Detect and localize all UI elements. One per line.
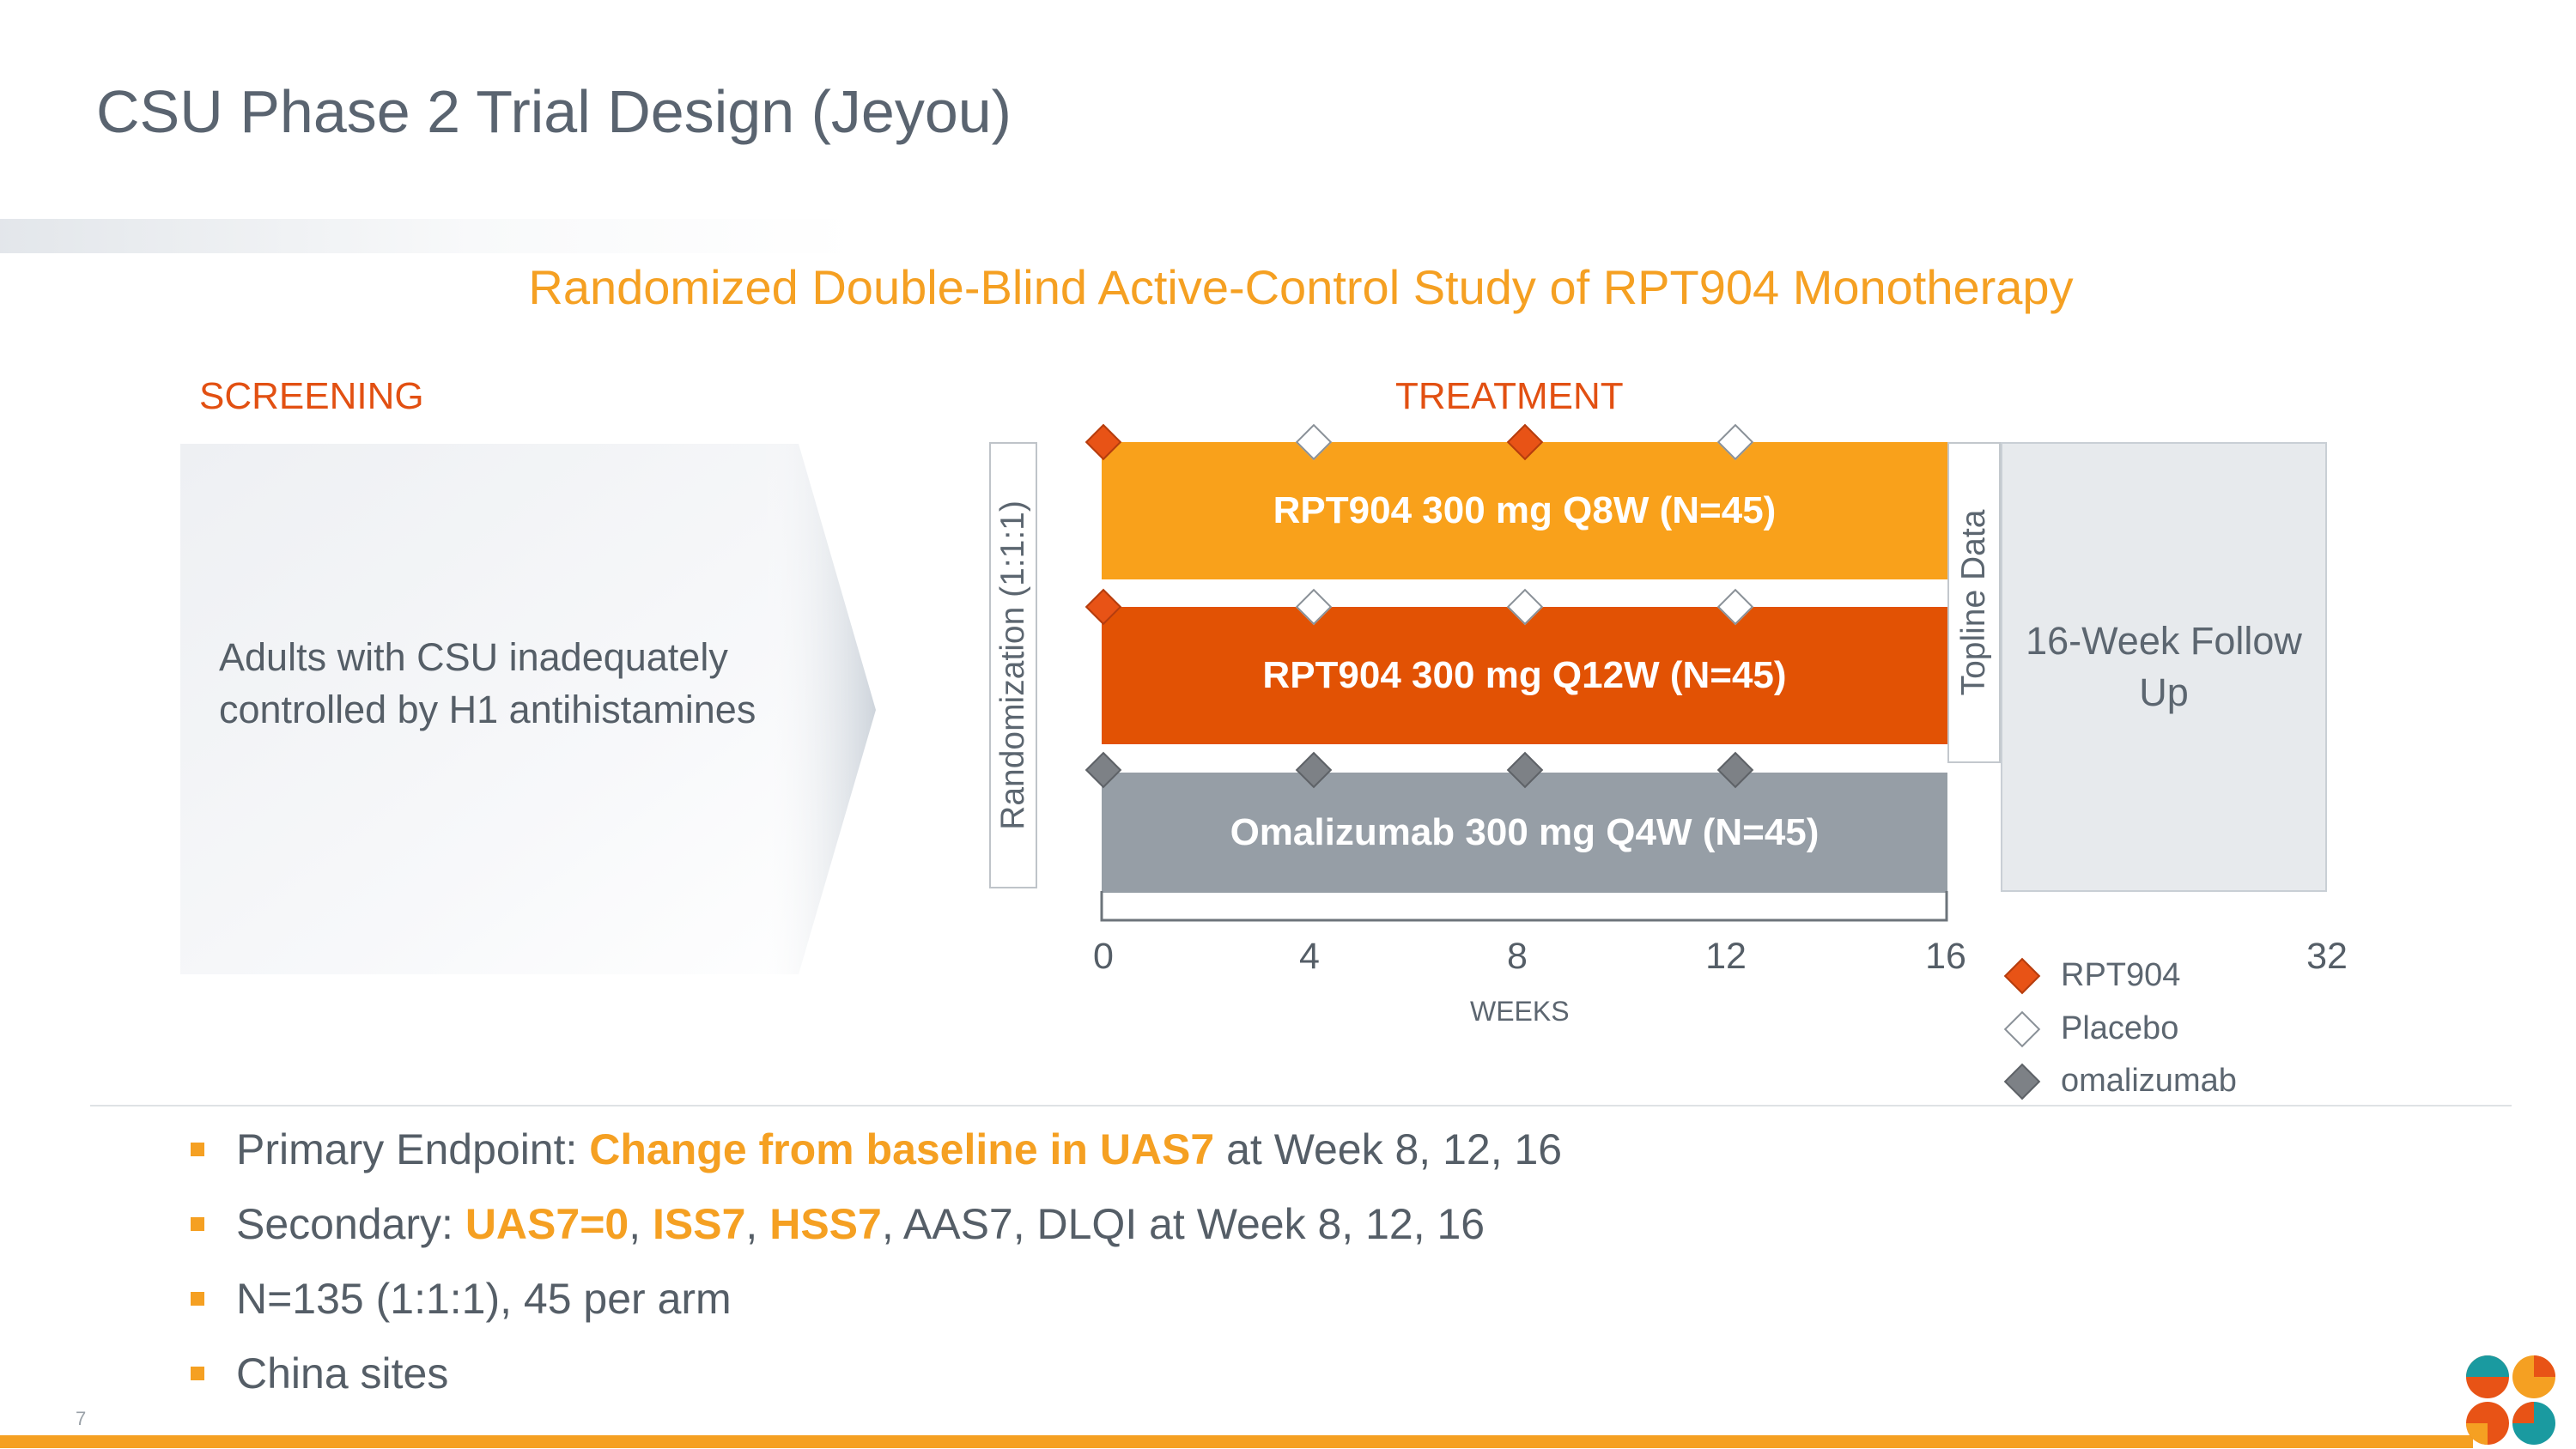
screening-label: SCREENING xyxy=(199,375,424,417)
legend-omalizumab: omalizumab xyxy=(2061,1063,2237,1099)
bullet-marker xyxy=(191,1367,204,1380)
bullet-sites: China sites xyxy=(236,1349,449,1397)
arm-rpt904-q8w: RPT904 300 mg Q8W (N=45) xyxy=(1102,442,1947,579)
randomization-box: Randomization (1:1:1) xyxy=(989,442,1037,888)
footer-bar xyxy=(0,1435,2473,1448)
randomization-label: Randomization (1:1:1) xyxy=(994,500,1031,830)
tick-week-0: 0 xyxy=(1093,936,1114,977)
section-divider xyxy=(90,1105,2512,1106)
bullet-primary-endpoint: Primary Endpoint: Change from baseline i… xyxy=(236,1125,1563,1173)
topline-data-label: Topline Data xyxy=(1955,509,1992,696)
omalizumab-legend-diamond-icon xyxy=(2003,1063,2041,1100)
title-shadow-band xyxy=(0,219,859,253)
slide-title: CSU Phase 2 Trial Design (Jeyou) xyxy=(96,78,1012,145)
bullet-marker xyxy=(191,1217,204,1231)
arm-rpt904-q12w: RPT904 300 mg Q12W (N=45) xyxy=(1102,607,1947,744)
tick-week-8: 8 xyxy=(1507,936,1528,977)
screening-population-text: Adults with CSU inadequately controlled … xyxy=(219,635,756,731)
bullet-marker xyxy=(191,1143,204,1156)
slide-subtitle: Randomized Double-Blind Active-Control S… xyxy=(528,260,2074,314)
legend-rpt904: RPT904 xyxy=(2061,957,2181,993)
tick-week-32: 32 xyxy=(2306,936,2348,977)
topline-data-box: Topline Data xyxy=(1947,442,2001,763)
bullet-secondary-endpoints: Secondary: UAS7=0, ISS7, HSS7, AAS7, DLQ… xyxy=(236,1200,1485,1248)
rpt904-legend-diamond-icon xyxy=(2003,957,2041,995)
follow-up-label: 16-Week Follow Up xyxy=(2026,619,2302,714)
follow-up-box: 16-Week Follow Up xyxy=(2001,442,2327,892)
timeline-bracket xyxy=(1100,891,1948,922)
treatment-label: TREATMENT xyxy=(1395,375,1624,417)
weeks-axis-label: WEEKS xyxy=(1470,996,1570,1027)
tick-week-12: 12 xyxy=(1705,936,1747,977)
legend-placebo: Placebo xyxy=(2061,1010,2179,1046)
screening-arrow-shape xyxy=(180,444,876,974)
page-number: 7 xyxy=(76,1408,87,1429)
company-logo-icon xyxy=(2466,1355,2555,1445)
bullet-sample-size: N=135 (1:1:1), 45 per arm xyxy=(236,1275,732,1323)
tick-week-4: 4 xyxy=(1299,936,1320,977)
bullet-marker xyxy=(191,1292,204,1306)
tick-week-16: 16 xyxy=(1925,936,1966,977)
placebo-legend-diamond-icon xyxy=(2003,1010,2041,1048)
arm-omalizumab-q4w: Omalizumab 300 mg Q4W (N=45) xyxy=(1102,773,1947,893)
